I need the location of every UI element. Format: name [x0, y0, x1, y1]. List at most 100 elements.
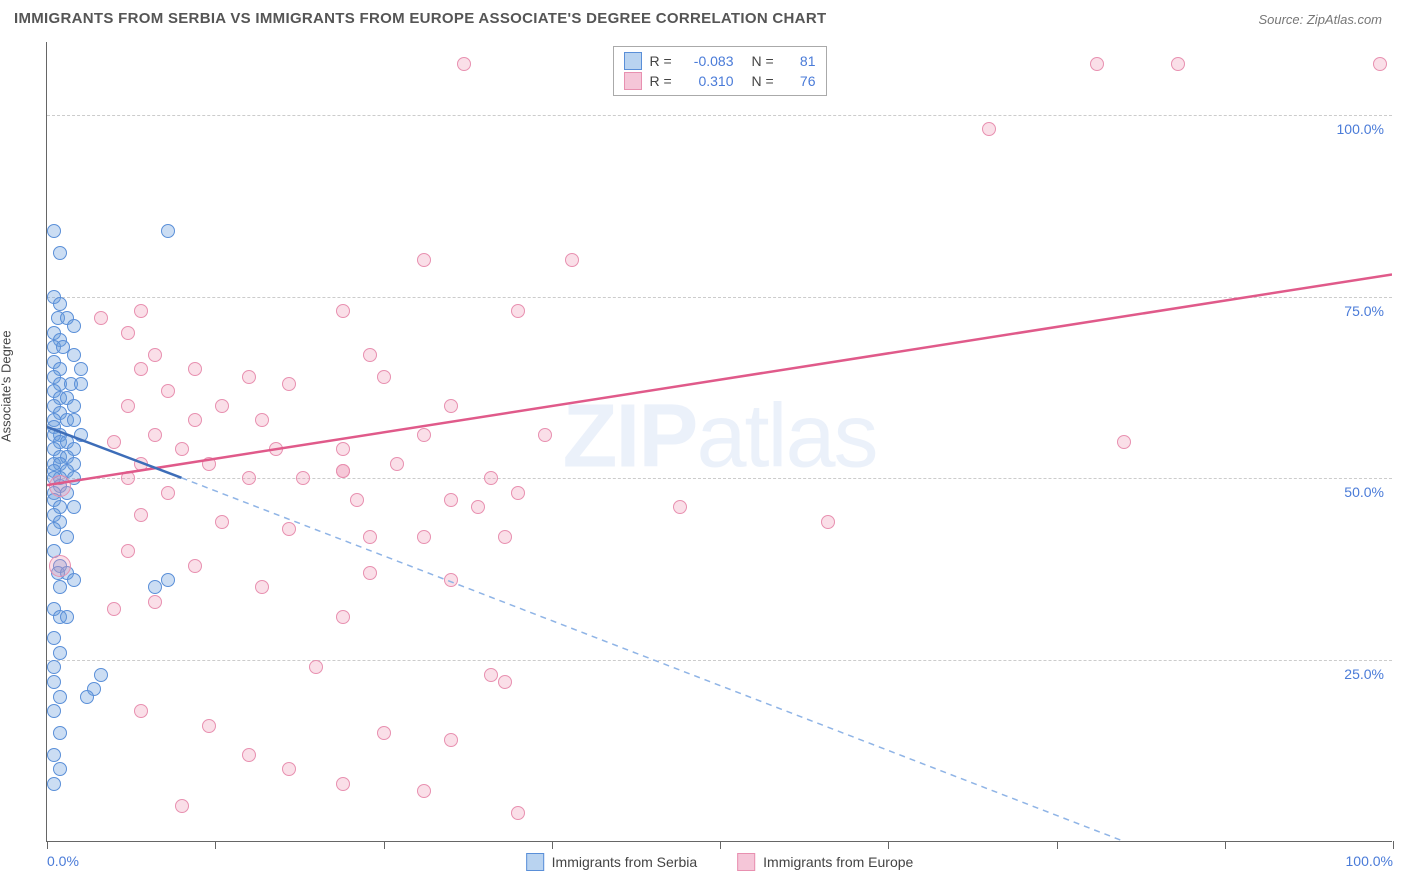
data-point: [511, 806, 525, 820]
gridline: [47, 660, 1392, 661]
gridline: [47, 115, 1392, 116]
data-point: [47, 631, 61, 645]
data-point: [1117, 435, 1131, 449]
data-point: [60, 610, 74, 624]
data-point: [982, 122, 996, 136]
data-point: [444, 733, 458, 747]
x-tick: [720, 841, 721, 849]
data-point: [60, 450, 74, 464]
data-point: [175, 442, 189, 456]
data-point: [53, 362, 67, 376]
data-point: [417, 428, 431, 442]
data-point: [47, 704, 61, 718]
legend-item-europe: Immigrants from Europe: [737, 853, 913, 871]
data-point: [511, 486, 525, 500]
swatch-europe-icon: [737, 853, 755, 871]
data-point: [134, 304, 148, 318]
data-point: [67, 500, 81, 514]
data-point: [107, 602, 121, 616]
data-point: [67, 399, 81, 413]
data-point: [53, 559, 67, 573]
data-point: [390, 457, 404, 471]
data-point: [417, 253, 431, 267]
data-point: [134, 457, 148, 471]
data-point: [336, 304, 350, 318]
data-point: [47, 777, 61, 791]
data-point: [107, 435, 121, 449]
data-point: [94, 311, 108, 325]
x-tick: [1393, 841, 1394, 849]
scatter-plot: ZIPatlas R = -0.083 N = 81 R = 0.310 N =…: [46, 42, 1392, 842]
legend-label-serbia: Immigrants from Serbia: [552, 854, 697, 870]
swatch-europe: [624, 72, 642, 90]
data-point: [215, 515, 229, 529]
data-point: [53, 479, 67, 493]
n-value-europe: 76: [788, 73, 816, 89]
x-tick: [215, 841, 216, 849]
data-point: [67, 442, 81, 456]
data-point: [148, 595, 162, 609]
data-point: [47, 428, 61, 442]
data-point: [53, 500, 67, 514]
x-tick: [47, 841, 48, 849]
data-point: [134, 704, 148, 718]
data-point: [161, 224, 175, 238]
data-point: [47, 442, 61, 456]
x-tick-label: 100.0%: [1346, 853, 1393, 869]
legend-label-europe: Immigrants from Europe: [763, 854, 913, 870]
gridline: [47, 297, 1392, 298]
data-point: [242, 748, 256, 762]
data-point: [336, 610, 350, 624]
data-point: [336, 464, 350, 478]
data-point: [148, 580, 162, 594]
data-point: [161, 573, 175, 587]
data-point: [188, 362, 202, 376]
chart-container: Associate's Degree ZIPatlas R = -0.083 N…: [14, 42, 1392, 842]
data-point: [53, 580, 67, 594]
data-point: [53, 246, 67, 260]
data-point: [60, 464, 74, 478]
data-point: [377, 726, 391, 740]
data-point: [64, 377, 78, 391]
data-point: [336, 464, 350, 478]
data-point: [269, 442, 283, 456]
data-point: [47, 370, 61, 384]
data-point: [47, 660, 61, 674]
data-point: [53, 726, 67, 740]
data-point: [498, 530, 512, 544]
data-point: [188, 413, 202, 427]
data-point: [282, 377, 296, 391]
data-point: [444, 493, 458, 507]
r-value-serbia: -0.083: [686, 53, 734, 69]
data-point: [444, 573, 458, 587]
data-point: [363, 566, 377, 580]
data-point: [53, 515, 67, 529]
data-point: [53, 377, 67, 391]
data-point: [134, 362, 148, 376]
data-point: [53, 457, 67, 471]
data-point: [565, 253, 579, 267]
data-point: [350, 493, 364, 507]
data-point: [498, 675, 512, 689]
x-tick: [1057, 841, 1058, 849]
data-point: [121, 544, 135, 558]
n-label: N =: [752, 73, 780, 89]
data-point: [202, 719, 216, 733]
x-tick: [888, 841, 889, 849]
data-point: [309, 660, 323, 674]
data-point: [74, 377, 88, 391]
y-tick-label: 75.0%: [1344, 303, 1384, 319]
swatch-serbia: [624, 52, 642, 70]
data-point: [336, 442, 350, 456]
n-label: N =: [752, 53, 780, 69]
data-point: [74, 362, 88, 376]
swatch-serbia-icon: [526, 853, 544, 871]
data-point: [47, 413, 61, 427]
data-point: [255, 413, 269, 427]
data-point: [67, 319, 81, 333]
n-value-serbia: 81: [788, 53, 816, 69]
data-point: [47, 326, 61, 340]
data-point: [175, 799, 189, 813]
legend-item-serbia: Immigrants from Serbia: [526, 853, 697, 871]
data-point: [148, 348, 162, 362]
